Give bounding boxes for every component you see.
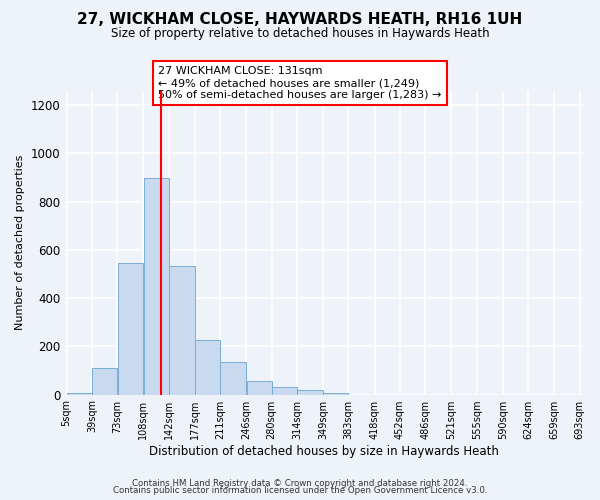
Bar xyxy=(118,263,143,394)
Y-axis label: Number of detached properties: Number of detached properties xyxy=(15,155,25,330)
Bar xyxy=(272,386,297,394)
Bar xyxy=(143,178,169,394)
Bar xyxy=(247,382,272,394)
X-axis label: Distribution of detached houses by size in Haywards Heath: Distribution of detached houses by size … xyxy=(149,444,499,458)
Bar xyxy=(297,390,323,394)
Bar xyxy=(220,362,246,394)
Bar xyxy=(92,368,117,394)
Bar xyxy=(323,392,349,394)
Text: Contains HM Land Registry data © Crown copyright and database right 2024.: Contains HM Land Registry data © Crown c… xyxy=(132,478,468,488)
Text: Contains public sector information licensed under the Open Government Licence v3: Contains public sector information licen… xyxy=(113,486,487,495)
Text: Size of property relative to detached houses in Haywards Heath: Size of property relative to detached ho… xyxy=(110,28,490,40)
Bar xyxy=(195,340,220,394)
Bar xyxy=(169,266,195,394)
Text: 27 WICKHAM CLOSE: 131sqm
← 49% of detached houses are smaller (1,249)
50% of sem: 27 WICKHAM CLOSE: 131sqm ← 49% of detach… xyxy=(158,66,442,100)
Text: 27, WICKHAM CLOSE, HAYWARDS HEATH, RH16 1UH: 27, WICKHAM CLOSE, HAYWARDS HEATH, RH16 … xyxy=(77,12,523,28)
